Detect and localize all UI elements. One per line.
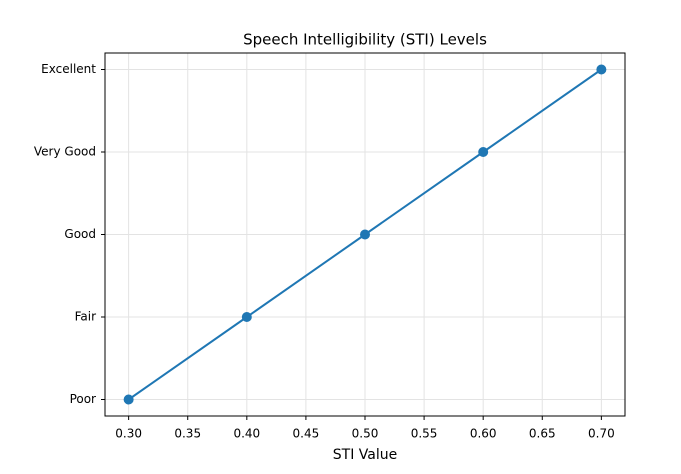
x-tick-label: 0.50 [352,427,379,441]
data-point [478,147,489,157]
plot-frame [104,52,626,417]
x-tick-label: 0.55 [411,427,438,441]
data-point [123,394,134,405]
data-point [241,312,252,322]
x-tick-label: 0.45 [293,427,320,441]
data-point [360,229,370,240]
y-tick-label: Excellent [41,62,96,76]
chart-title: Speech Intelligibility (STI) Levels [243,31,487,49]
y-tick-label: Fair [75,310,96,324]
x-tick-label: 0.70 [588,427,615,441]
data-point [596,64,607,75]
x-tick-label: 0.60 [470,427,497,441]
y-tick-label: Poor [70,392,96,406]
x-tick-label: 0.40 [233,427,260,441]
x-axis-label: STI Value [333,447,397,463]
y-tick-label: Good [64,227,96,241]
x-tick-label: 0.35 [174,427,201,441]
x-tick-label: 0.65 [529,427,556,441]
y-tick-label: Very Good [34,145,96,159]
x-tick-label: 0.30 [115,427,142,441]
